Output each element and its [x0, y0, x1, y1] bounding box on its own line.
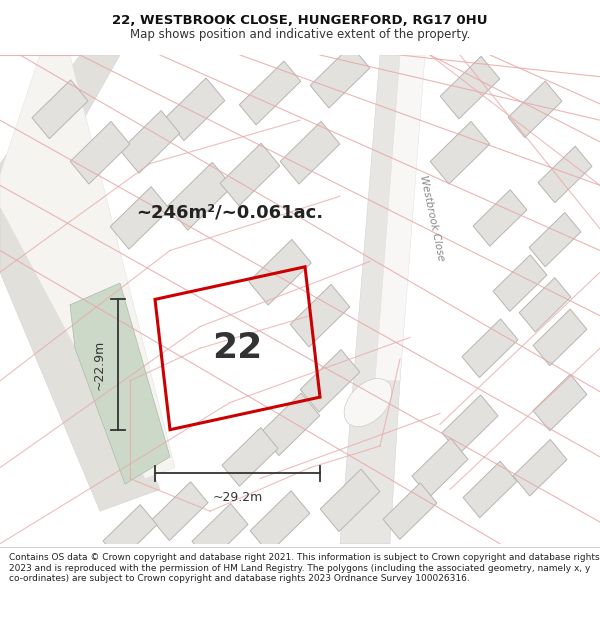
Polygon shape [103, 504, 157, 561]
Polygon shape [473, 189, 527, 246]
Polygon shape [533, 374, 587, 431]
Polygon shape [70, 283, 170, 484]
Polygon shape [513, 439, 567, 496]
Polygon shape [493, 255, 547, 311]
Polygon shape [412, 438, 468, 497]
Text: Contains OS data © Crown copyright and database right 2021. This information is : Contains OS data © Crown copyright and d… [9, 554, 599, 583]
Ellipse shape [344, 379, 392, 427]
Polygon shape [463, 461, 517, 518]
Polygon shape [442, 395, 498, 454]
Polygon shape [167, 162, 232, 230]
Polygon shape [519, 278, 571, 332]
Polygon shape [320, 469, 380, 532]
Polygon shape [165, 78, 225, 141]
Polygon shape [430, 121, 490, 184]
Polygon shape [250, 491, 310, 553]
Polygon shape [280, 121, 340, 184]
Polygon shape [120, 111, 180, 173]
Polygon shape [383, 483, 437, 539]
Polygon shape [0, 55, 175, 479]
Text: Map shows position and indicative extent of the property.: Map shows position and indicative extent… [130, 28, 470, 41]
Polygon shape [340, 55, 420, 544]
Text: ~22.9m: ~22.9m [93, 339, 106, 389]
Text: 22: 22 [212, 331, 263, 365]
Polygon shape [222, 428, 278, 486]
Polygon shape [220, 143, 280, 206]
Polygon shape [32, 80, 88, 139]
Polygon shape [239, 61, 301, 125]
Text: ~246m²/~0.061ac.: ~246m²/~0.061ac. [136, 204, 323, 221]
Polygon shape [110, 187, 170, 249]
Text: 22, WESTBROOK CLOSE, HUNGERFORD, RG17 0HU: 22, WESTBROOK CLOSE, HUNGERFORD, RG17 0H… [112, 14, 488, 27]
Polygon shape [0, 55, 160, 511]
Polygon shape [260, 393, 320, 456]
Polygon shape [508, 81, 562, 138]
Polygon shape [70, 121, 130, 184]
Polygon shape [249, 239, 311, 305]
Polygon shape [300, 349, 360, 412]
Polygon shape [440, 56, 500, 119]
Text: Westbrook Close: Westbrook Close [418, 174, 446, 262]
Text: ~29.2m: ~29.2m [212, 491, 263, 504]
Polygon shape [290, 284, 350, 347]
Polygon shape [533, 309, 587, 366]
Polygon shape [310, 46, 370, 108]
Polygon shape [192, 504, 248, 562]
Polygon shape [152, 482, 208, 541]
Polygon shape [375, 55, 425, 381]
Polygon shape [462, 319, 518, 378]
Polygon shape [538, 146, 592, 202]
Polygon shape [529, 213, 581, 267]
